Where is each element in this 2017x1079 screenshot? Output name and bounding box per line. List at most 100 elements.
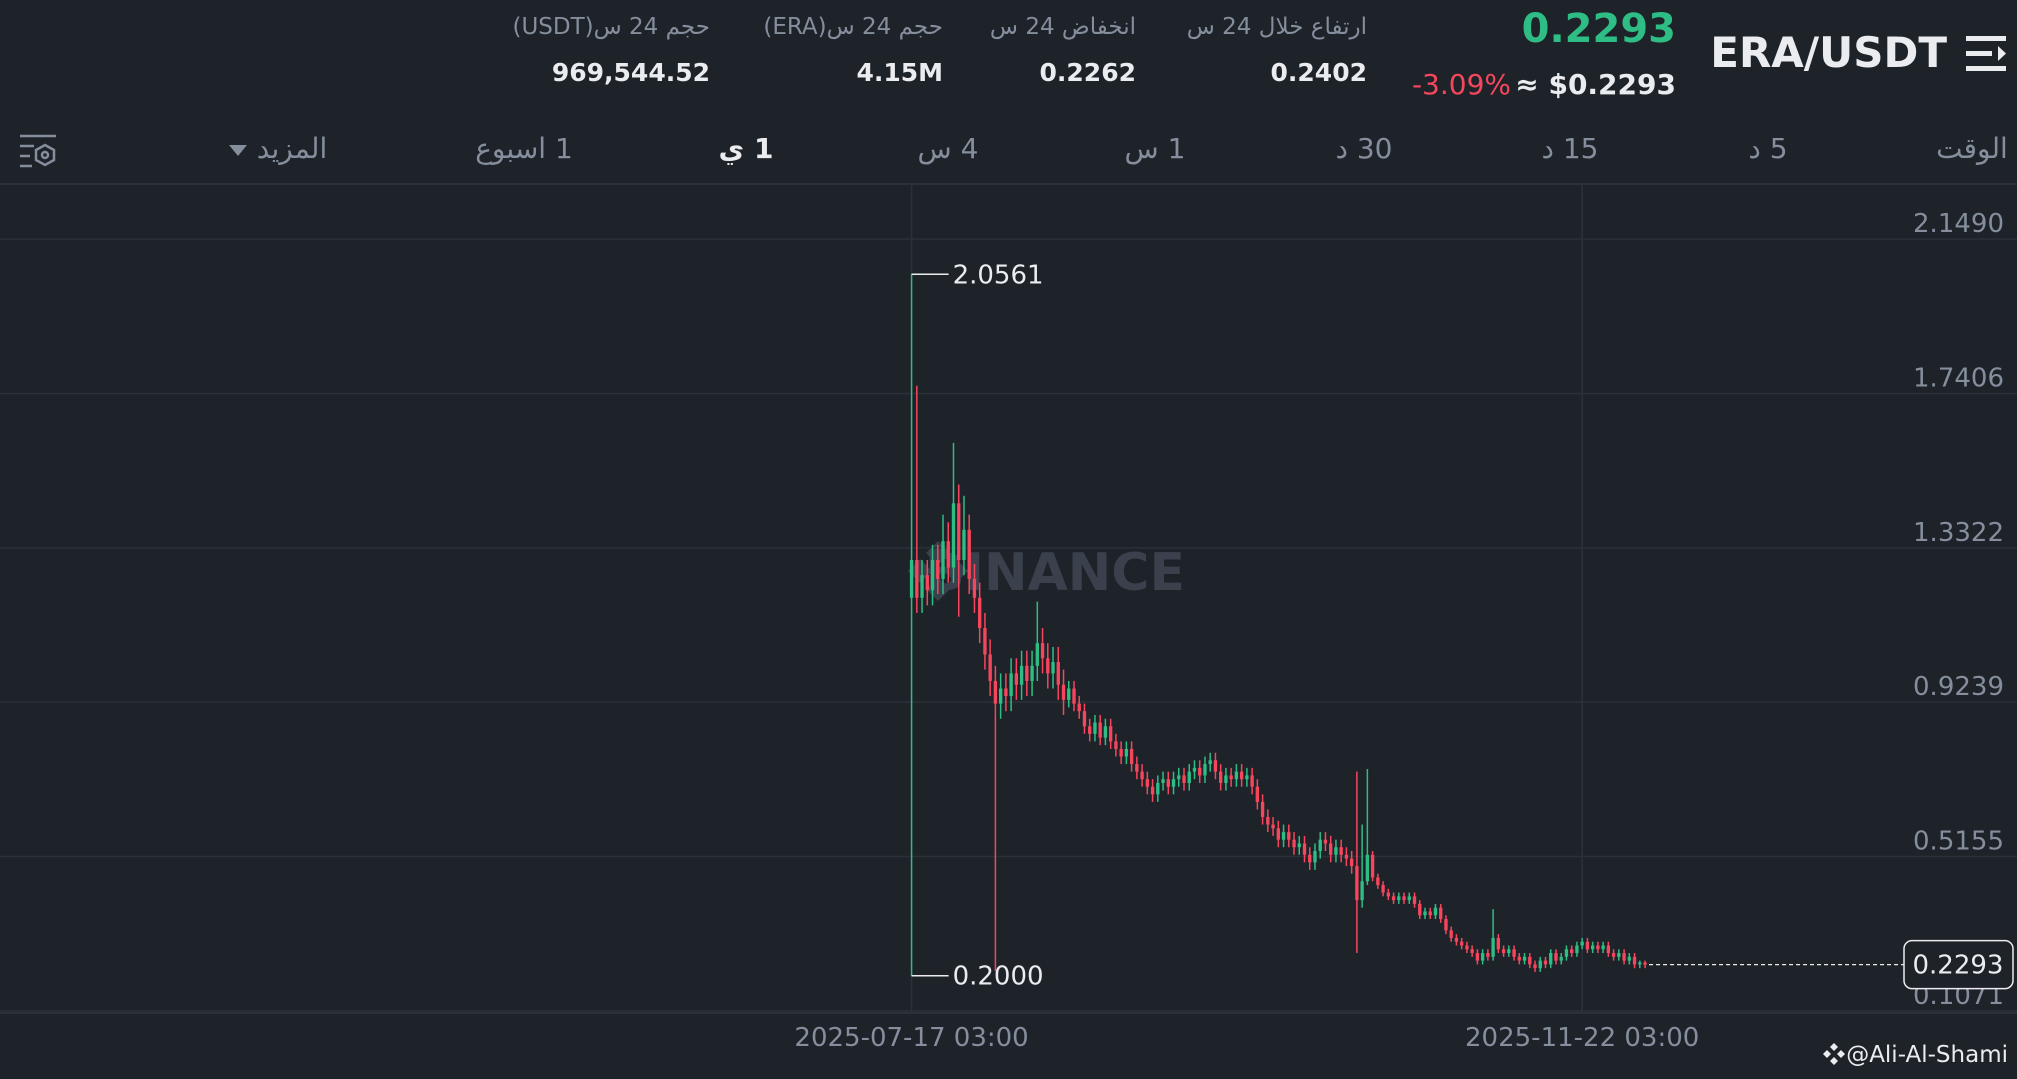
tab[interactable]: 1 اسبوع <box>475 132 573 165</box>
candle-body <box>1611 953 1616 957</box>
candle-body <box>1234 771 1239 780</box>
candle-body <box>1622 953 1626 961</box>
dropdown-arrow[interactable] <box>228 143 248 157</box>
candle-body <box>978 597 982 629</box>
candle-body <box>1035 643 1039 666</box>
tab[interactable]: 5 د <box>1748 132 1788 165</box>
y-tick-label: 0.5155 <box>1913 826 2004 856</box>
candle-body <box>1119 748 1123 757</box>
price-usd: ≈ $0.2293 <box>1515 68 1676 101</box>
candle-body <box>1522 956 1527 961</box>
candle-body <box>988 654 992 681</box>
settings-icon[interactable] <box>18 132 58 172</box>
candle-body <box>946 541 950 568</box>
price-change: -3.09% <box>1411 68 1511 101</box>
candle-body <box>1465 945 1469 950</box>
candle-body <box>983 628 987 655</box>
candle-body <box>1077 703 1081 712</box>
candle-body <box>1632 956 1637 965</box>
candle-body <box>1287 832 1291 840</box>
candle-body <box>1276 828 1280 840</box>
tab[interactable]: 4 س <box>917 132 979 165</box>
candle-body <box>1292 839 1296 848</box>
stat-label: انخفاض 24 س <box>989 14 1136 40</box>
tab[interactable]: 1 س <box>1124 132 1186 165</box>
candle-body <box>1150 786 1155 795</box>
candle-body <box>1360 881 1364 901</box>
candle-body <box>1475 953 1480 961</box>
candle-body <box>1219 771 1223 783</box>
candle-body <box>1570 949 1574 954</box>
candle-body <box>1318 839 1322 852</box>
candle-body <box>1166 779 1170 787</box>
candle-body <box>1528 956 1532 965</box>
candle-body <box>1198 767 1202 776</box>
candle-body <box>1480 953 1485 961</box>
y-tick-label: 2.1490 <box>1913 209 2004 239</box>
candle-body <box>1014 673 1019 685</box>
candle-body <box>1428 911 1432 916</box>
candle-body <box>1192 767 1197 772</box>
candle-body <box>1135 764 1139 772</box>
last-price-label: 0.2293 <box>1913 951 2004 981</box>
candle-body <box>1019 665 1024 685</box>
stat-label: حجم 24 س(USDT) <box>512 14 710 40</box>
candle-body <box>1061 684 1066 700</box>
candle-body <box>1617 953 1621 957</box>
candle-body <box>1606 945 1611 954</box>
candle-body <box>1182 775 1186 783</box>
candle-body <box>1370 854 1375 878</box>
candle-body <box>1418 903 1422 916</box>
candle-body <box>1129 748 1134 765</box>
candle-body <box>909 560 914 598</box>
candle-body <box>1501 949 1506 954</box>
candle-body <box>957 503 961 561</box>
candle-body <box>951 503 956 568</box>
candle-body <box>1140 771 1144 780</box>
candle-body <box>1397 896 1401 901</box>
candle-body <box>1250 775 1254 787</box>
x-tick-label: 2025-07-17 03:00 <box>794 1023 1028 1053</box>
candle-body <box>1302 843 1307 855</box>
tab[interactable]: المزيد <box>256 132 328 165</box>
candle-body <box>1082 711 1087 727</box>
symbol[interactable]: ERA/USDT <box>1710 28 1947 77</box>
tab[interactable]: 15 د <box>1541 132 1599 165</box>
candle-body <box>920 575 924 598</box>
candle-body <box>1239 771 1244 780</box>
x-tick-label: 2025-11-22 03:00 <box>1465 1023 1699 1053</box>
candle-body <box>1308 854 1312 863</box>
candle-body <box>1365 854 1370 882</box>
menu-icon[interactable] <box>1966 34 2010 74</box>
candle-body <box>1281 832 1286 840</box>
candle-body <box>1046 658 1050 674</box>
candle-body <box>1439 907 1443 920</box>
candle-body <box>1470 949 1474 954</box>
candle-body <box>941 541 945 579</box>
candle-body <box>1601 945 1605 950</box>
candle-body <box>967 529 971 579</box>
candle-body <box>925 575 929 591</box>
candle-body <box>1271 824 1275 829</box>
candle-body <box>1124 748 1129 757</box>
candle-body <box>1313 851 1317 863</box>
tab[interactable]: 30 د <box>1335 132 1393 165</box>
tab[interactable]: الوقت <box>1936 132 2008 165</box>
candle-body <box>998 688 1003 704</box>
candle-body <box>1349 858 1354 867</box>
candle-body <box>1260 801 1265 817</box>
candle-body <box>1543 960 1548 965</box>
candle-body <box>1114 741 1118 749</box>
candle-body <box>962 529 966 561</box>
candle-body <box>1533 964 1537 969</box>
candle-body <box>1103 726 1108 738</box>
candle-body <box>1596 945 1600 950</box>
candle-body <box>1486 953 1490 957</box>
tab[interactable]: 1 ي <box>718 132 774 165</box>
candle-body <box>1297 843 1301 848</box>
last-price-tag <box>1903 939 2014 990</box>
candle-body <box>1156 782 1160 795</box>
candle-body <box>1072 688 1076 704</box>
candle-body <box>1339 847 1343 855</box>
